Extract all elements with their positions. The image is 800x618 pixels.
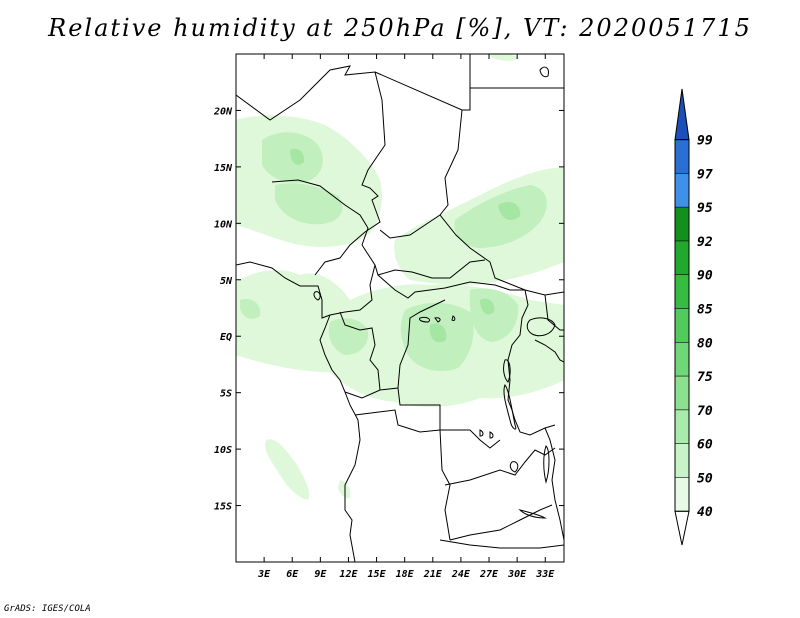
y-tick-label: 15S: [214, 502, 232, 513]
x-axis: 3E 6E 9E 12E 15E 18E 21E 24E 27E 30E 33E: [257, 54, 555, 580]
x-tick-label: 6E: [286, 569, 299, 580]
colorbar-level-label: 95: [697, 201, 713, 216]
colorbar-segment: [675, 139, 689, 174]
x-tick-label: 18E: [396, 569, 415, 580]
colorbar-segment: [675, 274, 689, 309]
x-tick-label: 27E: [479, 569, 499, 580]
grads-credit: GrADS: IGES/COLA: [4, 604, 91, 614]
colorbar-segment: [675, 308, 689, 343]
x-tick-label: 21E: [423, 569, 443, 580]
colorbar-level-label: 75: [697, 370, 713, 385]
colorbar: 40 50 60 70 75 80 85 90 92 95 97 99: [674, 88, 713, 546]
y-tick-label: 5S: [220, 389, 232, 400]
colorbar-level-label: 90: [697, 269, 713, 284]
x-tick-label: 3E: [257, 569, 271, 580]
humidity-field: [236, 54, 564, 500]
y-tick-label: 5N: [220, 276, 233, 287]
colorbar-level-label: 99: [697, 134, 713, 149]
colorbar-high-triangle: [674, 88, 690, 141]
colorbar-segment: [675, 207, 689, 241]
x-tick-label: 15E: [368, 569, 387, 580]
x-tick-label: 12E: [339, 569, 358, 580]
humidity-strong-layer: [290, 148, 521, 343]
colorbar-level-label: 70: [697, 404, 713, 419]
colorbar-level-label: 85: [697, 303, 713, 318]
colorbar-level-label: 92: [697, 235, 713, 250]
colorbar-level-label: 40: [697, 505, 713, 520]
x-tick-label: 33E: [535, 569, 555, 580]
map-frame: [235, 53, 565, 563]
x-tick-label: 24E: [451, 569, 471, 580]
humidity-light-layer: [236, 54, 564, 500]
colorbar-segment: [675, 173, 689, 208]
colorbar-level-label: 50: [697, 471, 713, 486]
x-tick-label: 30E: [507, 569, 527, 580]
x-tick-label: 9E: [314, 569, 327, 580]
y-tick-label: EQ: [220, 332, 232, 343]
colorbar-segment: [675, 443, 689, 478]
colorbar-segment: [675, 342, 689, 377]
y-axis: 20N 15N 10N 5N EQ 5S 10S 15S: [213, 106, 564, 513]
colorbar-level-label: 60: [697, 438, 713, 453]
colorbar-segment: [675, 240, 689, 275]
y-tick-label: 10S: [214, 445, 232, 456]
colorbar-low-triangle: [674, 510, 690, 546]
y-tick-label: 10N: [214, 219, 233, 230]
map-lakes: [313, 66, 556, 519]
colorbar-segment: [675, 477, 689, 512]
y-tick-label: 15N: [214, 163, 233, 174]
map-title: Relative humidity at 250hPa [%], VT: 202…: [48, 14, 752, 42]
colorbar-segment: [675, 409, 689, 444]
colorbar-level-label: 97: [697, 167, 713, 182]
colorbar-segment: [675, 376, 689, 410]
map-boundaries: [236, 54, 564, 562]
y-tick-label: 20N: [213, 106, 233, 117]
colorbar-level-label: 80: [697, 336, 713, 351]
